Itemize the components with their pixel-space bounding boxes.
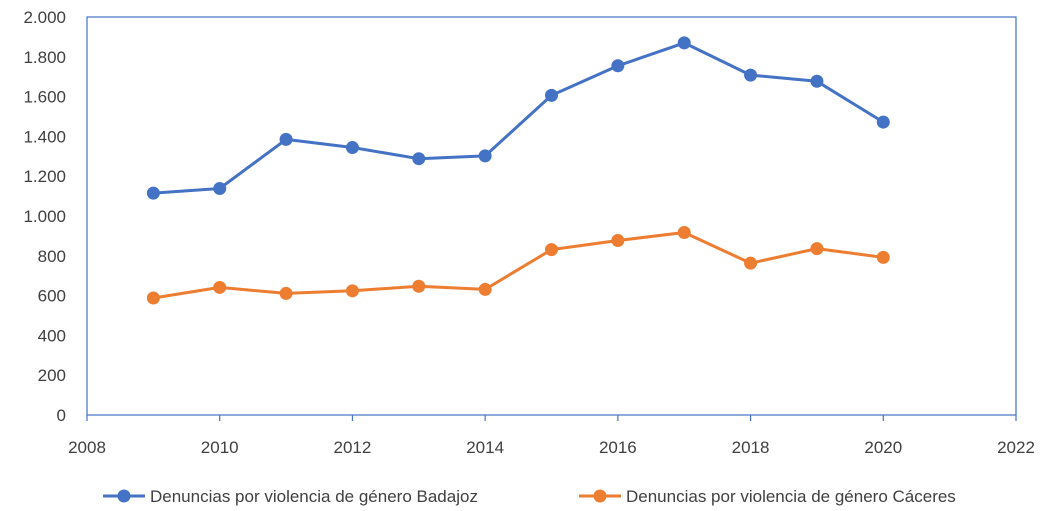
data-point: [876, 115, 890, 129]
series-line: [153, 41, 885, 195]
x-tick-label: 2012: [334, 438, 372, 457]
legend-marker: [117, 489, 131, 503]
data-point: [146, 186, 160, 200]
x-tick-label: 2022: [997, 438, 1035, 457]
y-tick-label: 0: [57, 406, 66, 425]
data-point: [677, 36, 691, 50]
legend-marker: [593, 489, 607, 503]
x-tick-label: 2008: [68, 438, 106, 457]
data-point: [213, 280, 227, 294]
data-point: [744, 256, 758, 270]
y-tick-label: 1.200: [23, 167, 66, 186]
data-point: [279, 286, 293, 300]
data-point: [478, 149, 492, 163]
axes: 2008 2010 2012 2014 2016 2018 2020 2022 0 200 400 6…: [23, 8, 1034, 457]
data-point: [345, 141, 359, 155]
data-point: [677, 226, 691, 240]
data-point: [611, 59, 625, 73]
y-tick-label: 1.400: [23, 127, 66, 146]
data-point: [545, 243, 558, 257]
series-line: [153, 231, 884, 300]
x-tick-label: 2014: [466, 438, 504, 457]
y-tick-label: 1.800: [23, 48, 66, 67]
x-tick-label: 2010: [201, 438, 239, 457]
y-tick-label: 800: [38, 247, 66, 266]
data-point: [146, 291, 160, 305]
y-tick-label: 2.000: [23, 8, 66, 27]
y-tick-label: 200: [38, 366, 66, 385]
y-tick-label: 1.600: [23, 88, 66, 107]
series-layer: [146, 36, 890, 305]
series-group: [146, 226, 890, 305]
y-tick-label: 600: [38, 287, 66, 306]
x-tick-label: 2018: [732, 438, 770, 457]
legend-label: Denuncias por violencia de género Badajo…: [150, 487, 478, 506]
x-tick-label: 2020: [864, 438, 902, 457]
data-point: [810, 242, 824, 256]
data-point: [810, 74, 824, 88]
data-point: [213, 182, 227, 196]
data-point: [279, 132, 293, 146]
data-point: [611, 233, 625, 247]
legend-label: Denuncias por violencia de género Cácere…: [626, 487, 956, 506]
data-point: [744, 68, 758, 82]
data-point: [478, 282, 492, 296]
plot-area-frame: [86, 16, 1017, 416]
legend: Denuncias por violencia de género Badajo…: [103, 487, 956, 506]
y-tick-label: 400: [38, 326, 66, 345]
data-point: [412, 152, 426, 166]
series-group: [146, 36, 890, 200]
data-point: [876, 250, 890, 264]
data-point: [345, 284, 359, 298]
data-point: [545, 88, 558, 102]
data-point: [412, 279, 426, 293]
y-tick-label: 1.000: [23, 207, 66, 226]
x-tick-label: 2016: [599, 438, 637, 457]
